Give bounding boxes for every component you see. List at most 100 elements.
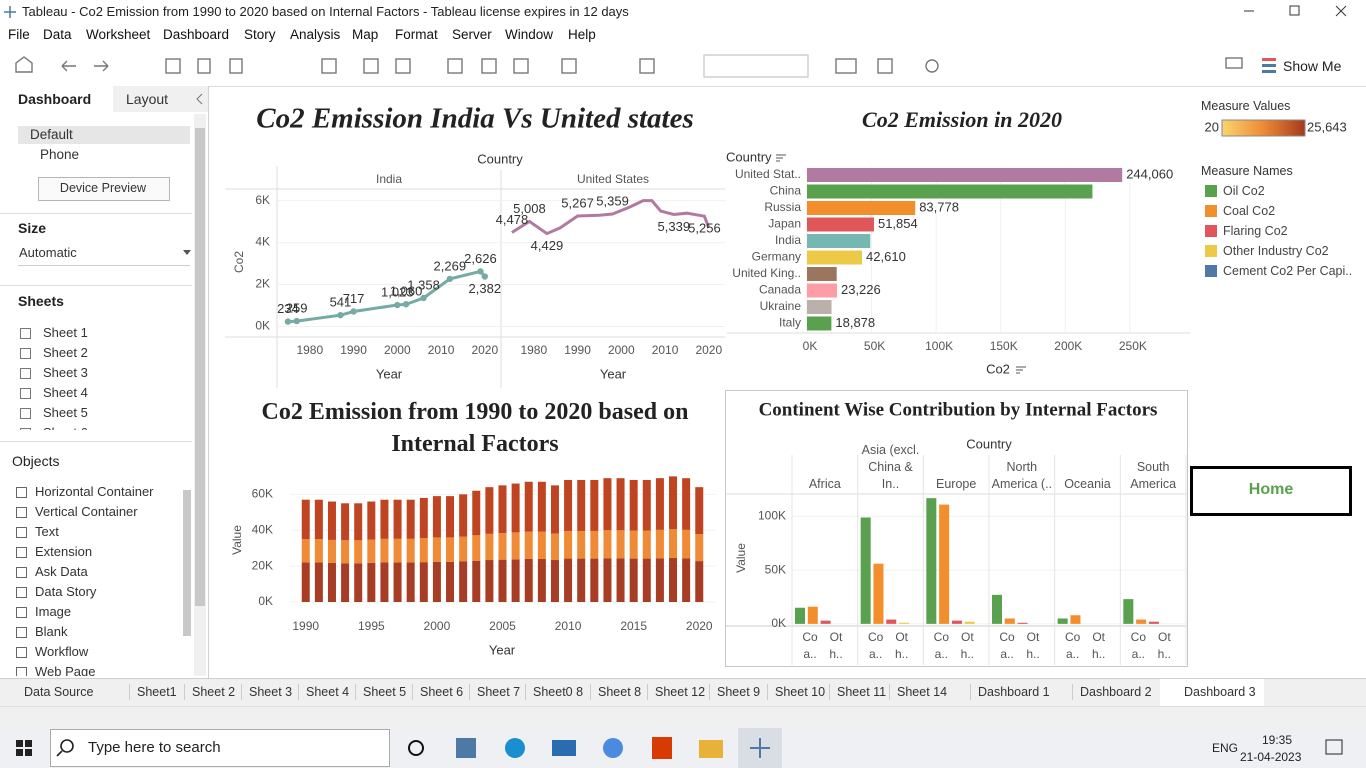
bar-segment	[327, 562, 336, 603]
sheet-tab[interactable]: Sheet 3	[249, 685, 293, 699]
scroll-thumb[interactable]	[183, 490, 191, 636]
sheet-icon	[20, 388, 31, 399]
show-me[interactable]: Show Me	[1283, 58, 1342, 74]
bar-segment	[695, 561, 704, 603]
toolbar-icons[interactable]	[15, 54, 1276, 78]
object-item[interactable]: Blank	[16, 624, 68, 639]
home-button[interactable]	[1190, 466, 1352, 516]
sheet-item[interactable]: Sheet 6	[20, 425, 88, 430]
menu-item[interactable]: Map	[352, 27, 379, 42]
sheet-tab[interactable]: Sheet 2	[192, 685, 236, 699]
menu-item[interactable]: Dashboard	[163, 27, 230, 42]
bar	[807, 283, 837, 298]
clock-date[interactable]: 21-04-2023	[1240, 750, 1302, 764]
object-item[interactable]: Web Page	[16, 664, 95, 676]
object-item[interactable]: Workflow	[16, 644, 88, 659]
menu-item[interactable]: Window	[505, 27, 554, 42]
taskbar-icons[interactable]	[16, 737, 1343, 759]
object-icon	[16, 547, 27, 558]
search-placeholder[interactable]: Type here to search	[88, 739, 221, 756]
row-header: Country	[726, 149, 772, 164]
device-option[interactable]: Phone	[40, 147, 80, 162]
bar	[807, 250, 863, 265]
language[interactable]: ENG	[1212, 741, 1239, 755]
sheet-tab[interactable]: Dashboard 2	[1080, 685, 1152, 699]
x-tick-label: 2015	[620, 619, 647, 633]
window-title: Tableau - Co2 Emission from 1990 to 2020…	[22, 4, 629, 19]
data-label: 717	[343, 291, 365, 306]
bar-segment	[629, 530, 638, 559]
sheet-tab[interactable]: Sheet 12	[655, 685, 706, 699]
menu-item[interactable]: Analysis	[290, 27, 341, 42]
x-tick-label: 2020	[686, 619, 713, 633]
menu-item[interactable]: Format	[395, 27, 438, 42]
bar-segment	[498, 559, 507, 603]
y-tick-label: 0K	[258, 594, 273, 608]
sheet-item[interactable]: Sheet 5	[20, 405, 88, 420]
data-label: 2,626	[464, 251, 497, 266]
side-panel-icons[interactable]	[183, 93, 203, 255]
sheet-tab[interactable]: Sheet 5	[363, 685, 407, 699]
object-icon	[16, 667, 27, 676]
chart-title: Co2 Emission from 1990 to 2020 based on …	[261, 399, 689, 457]
size-value[interactable]: Automatic	[19, 245, 77, 260]
sheet-tab[interactable]: Sheet 11	[837, 685, 887, 699]
bar-segment	[472, 560, 481, 603]
sheet-item[interactable]: Sheet 1	[20, 325, 88, 340]
sheet-tab[interactable]: Sheet 8	[598, 685, 642, 699]
clock-time[interactable]: 19:35	[1262, 733, 1293, 747]
y-tick-label: 0K	[771, 616, 786, 630]
device-preview-button[interactable]	[38, 177, 170, 201]
sheet-tab[interactable]: Sheet 14	[897, 685, 948, 699]
menu-item[interactable]: Data	[43, 27, 72, 42]
window-controls[interactable]	[1244, 5, 1347, 17]
search-box[interactable]	[50, 729, 390, 767]
object-item[interactable]: Image	[16, 604, 71, 619]
object-item[interactable]: Extension	[16, 544, 92, 559]
sheet-item[interactable]: Sheet 4	[20, 385, 88, 400]
sheet-tab[interactable]: Dashboard 3	[1184, 685, 1256, 699]
menu-item[interactable]: File	[8, 27, 30, 42]
object-item[interactable]: Ask Data	[16, 564, 88, 579]
menu-item[interactable]: Help	[568, 27, 596, 42]
sheet-tab[interactable]: Sheet 9	[717, 685, 761, 699]
legend-entry: Flaring Co2	[1223, 224, 1288, 238]
sheet-tab[interactable]: Sheet 7	[477, 685, 521, 699]
bar	[1136, 619, 1147, 624]
sheet-item[interactable]: Sheet 2	[20, 345, 88, 360]
object-item[interactable]: Vertical Container	[16, 504, 138, 519]
object-item[interactable]: Horizontal Container	[16, 484, 154, 499]
sheet-tab[interactable]: Sheet1	[137, 685, 177, 699]
menu-item[interactable]: Story	[244, 27, 276, 42]
bar-segment	[603, 558, 612, 603]
sheet-tab[interactable]: Sheet 6	[420, 685, 464, 699]
object-item[interactable]: Text	[16, 524, 59, 539]
menu-item[interactable]: Server	[452, 27, 492, 42]
bar-segment	[341, 503, 350, 541]
device-preview-label[interactable]: Device Preview	[59, 181, 147, 195]
bar	[1004, 618, 1015, 624]
bar-segment	[314, 539, 323, 563]
divider	[18, 265, 190, 266]
sheet-tab[interactable]: Sheet 10	[775, 685, 826, 699]
panel-tab[interactable]: Layout	[126, 91, 169, 107]
bar	[807, 168, 1123, 182]
device-option[interactable]: Default	[30, 127, 73, 142]
object-item[interactable]: Data Story	[16, 584, 96, 599]
x-tick-label: 2010	[428, 343, 455, 357]
x-tick-label: 200K	[1054, 339, 1082, 353]
sheet-item[interactable]: Sheet 3	[20, 365, 88, 380]
y-tick-label: Russia	[764, 200, 801, 214]
sheet-tab[interactable]: Sheet 4	[306, 685, 350, 699]
sheet-tab[interactable]: Sheet0 8	[533, 685, 584, 699]
home-label[interactable]: Home	[1248, 481, 1294, 498]
x-axis-title: Year	[376, 366, 403, 381]
sheet-tab[interactable]: Data Source	[24, 685, 94, 699]
top-bar	[0, 0, 1366, 87]
x-tick-label: 2010	[652, 343, 679, 357]
tab-separator	[412, 684, 413, 700]
sheet-tab[interactable]: Dashboard 1	[978, 685, 1050, 699]
menu-item[interactable]: Worksheet	[86, 27, 151, 42]
panel-tab[interactable]: Dashboard	[18, 91, 92, 107]
scroll-thumb[interactable]	[195, 128, 205, 606]
